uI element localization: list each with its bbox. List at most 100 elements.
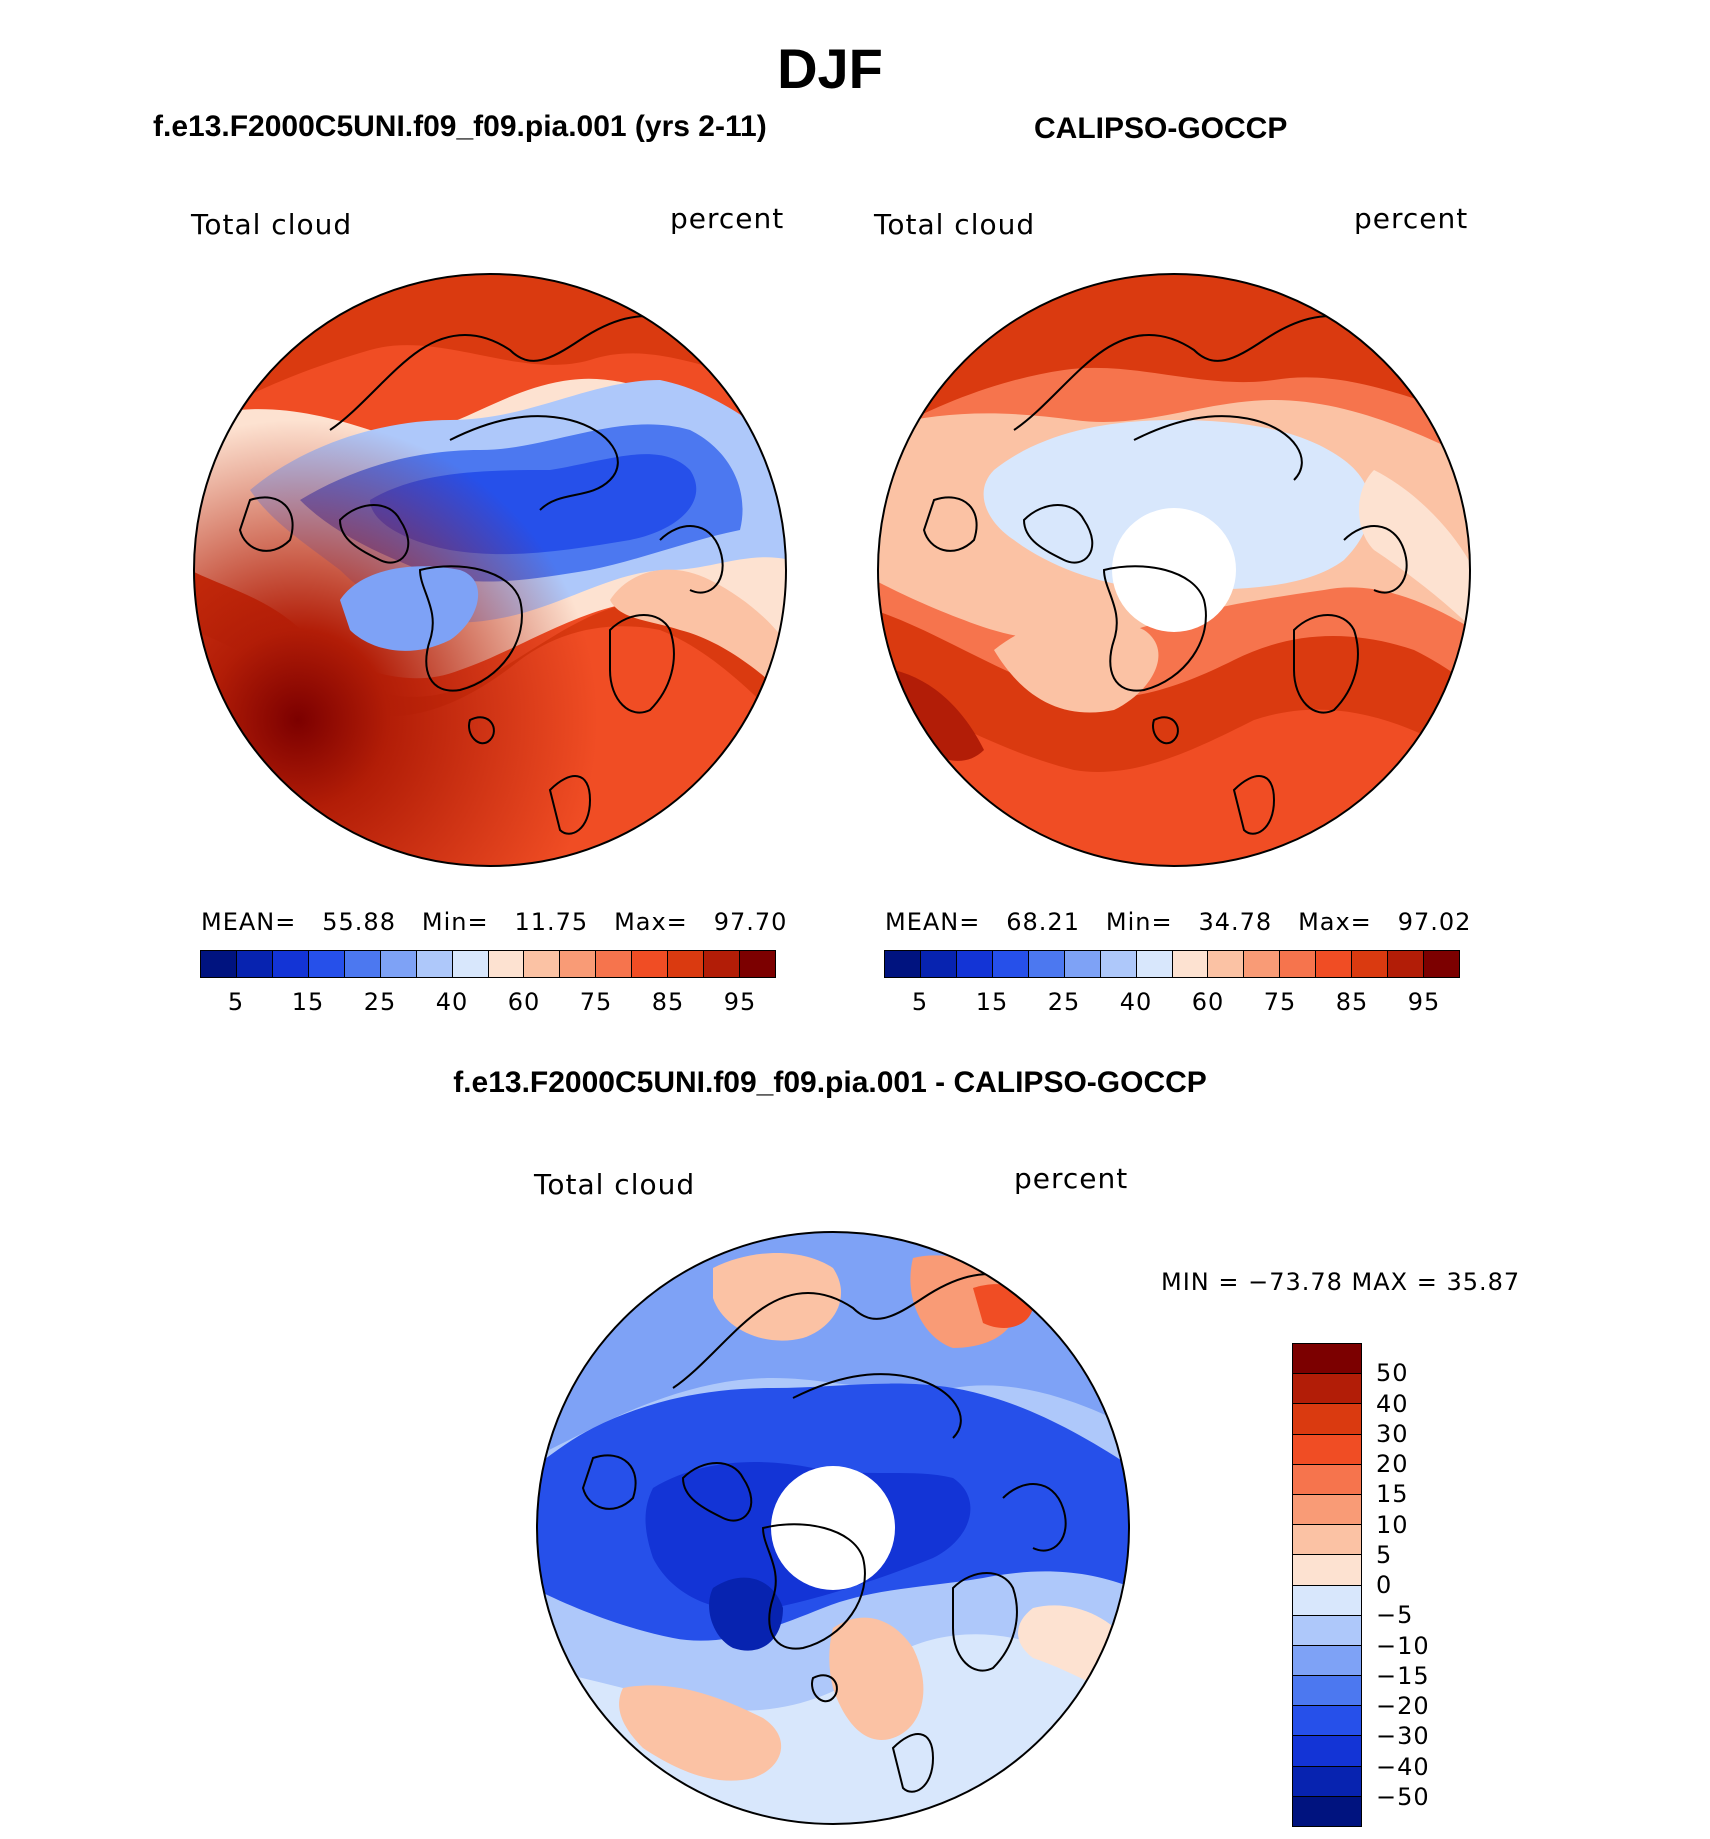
diff-colorbar-tick-label: 15	[1376, 1480, 1409, 1509]
obs-colorbar-swatch	[885, 951, 921, 977]
model-colorbar-swatch	[416, 951, 453, 977]
diff-colorbar-tick-label: −30	[1376, 1722, 1430, 1751]
model-min-label: Min=	[421, 908, 489, 936]
diff-colorbar-tick-label: −10	[1376, 1631, 1430, 1660]
diff-colorbar-swatch	[1293, 1374, 1361, 1405]
model-units-label: percent	[670, 202, 785, 235]
diff-colorbar-swatch	[1293, 1555, 1361, 1586]
obs-colorbar-swatch	[1136, 951, 1173, 977]
diff-colorbar-swatch	[1293, 1766, 1361, 1797]
model-stats: MEAN= 55.88 Min= 11.75 Max= 97.70	[201, 908, 787, 936]
model-polar-map	[193, 273, 787, 867]
obs-stats: MEAN= 68.21 Min= 34.78 Max= 97.02	[885, 908, 1471, 936]
model-colorbar	[200, 950, 776, 978]
obs-panel-title: CALIPSO-GOCCP	[1034, 112, 1288, 145]
obs-colorbar-tick-label: 40	[1119, 988, 1153, 1016]
diff-polar-map	[536, 1231, 1130, 1825]
diff-colorbar-tick-label: 50	[1376, 1359, 1409, 1388]
obs-colorbar-tick-label: 25	[1047, 988, 1081, 1016]
obs-colorbar-swatch	[1028, 951, 1065, 977]
model-colorbar-swatch	[632, 951, 669, 977]
model-colorbar-tick-label: 60	[507, 988, 541, 1016]
diff-colorbar-swatch	[1293, 1525, 1361, 1556]
model-colorbar-swatch	[488, 951, 525, 977]
diff-colorbar-ticks: 50 40 30 20 15 10 5 0 −5 −10 −15 −20 −30 −40 −50	[1376, 1343, 1476, 1827]
obs-colorbar-swatch	[992, 951, 1029, 977]
diff-colorbar-swatch	[1293, 1706, 1361, 1737]
obs-colorbar-tick-label: 5	[911, 988, 929, 1016]
diff-colorbar-swatch	[1293, 1645, 1361, 1677]
obs-colorbar-swatch	[1424, 951, 1459, 977]
obs-colorbar	[884, 950, 1460, 978]
model-colorbar-ticks: 5 15 25 40 60 75 85 95	[200, 988, 776, 1018]
obs-colorbar-swatch	[1208, 951, 1245, 977]
model-colorbar-tick-label: 5	[227, 988, 245, 1016]
diff-colorbar-tick-label: 5	[1376, 1540, 1393, 1569]
diff-colorbar-tick-label: −20	[1376, 1692, 1430, 1720]
obs-colorbar-swatch	[1352, 951, 1389, 977]
model-colorbar-tick-label: 40	[435, 988, 469, 1016]
model-colorbar-swatch	[704, 951, 741, 977]
model-colorbar-swatch	[560, 951, 597, 977]
obs-colorbar-tick-label: 60	[1191, 988, 1225, 1016]
obs-units-label: percent	[1354, 202, 1469, 235]
model-colorbar-swatch	[344, 951, 381, 977]
model-mean-label: MEAN=	[201, 908, 297, 936]
diff-colorbar-tick-label: 0	[1376, 1571, 1393, 1599]
model-colorbar-tick-label: 85	[651, 988, 685, 1016]
diff-colorbar-tick-label: −15	[1376, 1661, 1430, 1690]
diff-colorbar-tick-label: 40	[1376, 1389, 1409, 1418]
diff-panel-title: f.e13.F2000C5UNI.f09_f09.pia.001 - CALIP…	[453, 1066, 1207, 1099]
obs-colorbar-tick-label: 15	[975, 988, 1009, 1016]
obs-mean-value: 68.21	[1006, 908, 1080, 936]
diff-colorbar-swatch	[1293, 1615, 1361, 1646]
model-max-value: 97.70	[713, 908, 788, 936]
diff-colorbar-tick-label: −5	[1376, 1601, 1414, 1630]
model-colorbar-swatch	[668, 951, 705, 977]
model-variable-label: Total cloud	[191, 208, 353, 241]
obs-polar-map	[877, 273, 1471, 867]
obs-max-label: Max=	[1298, 908, 1372, 936]
obs-colorbar-swatch	[1064, 951, 1101, 977]
diff-colorbar-swatch	[1293, 1676, 1361, 1707]
obs-max-value: 97.02	[1397, 908, 1472, 936]
obs-colorbar-ticks: 5 15 25 40 60 75 85 95	[884, 988, 1460, 1018]
obs-colorbar-swatch	[1280, 951, 1317, 977]
diff-variable-label: Total cloud	[534, 1168, 696, 1201]
obs-colorbar-swatch	[1172, 951, 1209, 977]
model-colorbar-swatch	[308, 951, 345, 977]
obs-min-label: Min=	[1105, 908, 1173, 936]
diff-colorbar-swatch	[1293, 1494, 1361, 1526]
model-colorbar-swatch	[272, 951, 309, 977]
obs-colorbar-swatch	[1316, 951, 1353, 977]
model-colorbar-swatch	[596, 951, 633, 977]
obs-variable-label: Total cloud	[874, 208, 1036, 241]
obs-colorbar-tick-label: 75	[1263, 988, 1297, 1016]
obs-mean-label: MEAN=	[885, 908, 981, 936]
model-colorbar-tick-label: 25	[363, 988, 397, 1016]
model-colorbar-tick-label: 75	[579, 988, 613, 1016]
obs-colorbar-swatch	[1100, 951, 1137, 977]
model-colorbar-swatch	[236, 951, 273, 977]
model-min-value: 11.75	[514, 908, 589, 936]
diff-colorbar-tick-label: 20	[1376, 1450, 1409, 1478]
diff-colorbar-tick-label: −50	[1376, 1782, 1430, 1811]
diff-colorbar-swatch	[1293, 1736, 1361, 1767]
diff-colorbar-tick-label: 10	[1376, 1510, 1409, 1539]
model-colorbar-tick-label: 95	[723, 988, 757, 1016]
diff-colorbar	[1292, 1343, 1362, 1827]
diff-colorbar-tick-label: −40	[1376, 1752, 1430, 1781]
diff-colorbar-swatch	[1293, 1344, 1361, 1375]
model-mean-value: 55.88	[322, 908, 396, 936]
diff-colorbar-swatch	[1293, 1404, 1361, 1435]
model-colorbar-swatch	[452, 951, 489, 977]
obs-colorbar-tick-label: 85	[1335, 988, 1369, 1016]
diff-colorbar-swatch	[1293, 1585, 1361, 1616]
model-colorbar-swatch	[201, 951, 237, 977]
model-max-label: Max=	[614, 908, 688, 936]
obs-min-value: 34.78	[1198, 908, 1273, 936]
model-colorbar-swatch	[524, 951, 561, 977]
diff-colorbar-tick-label: 30	[1376, 1419, 1409, 1448]
obs-colorbar-swatch	[1244, 951, 1281, 977]
diff-colorbar-swatch	[1293, 1464, 1361, 1495]
